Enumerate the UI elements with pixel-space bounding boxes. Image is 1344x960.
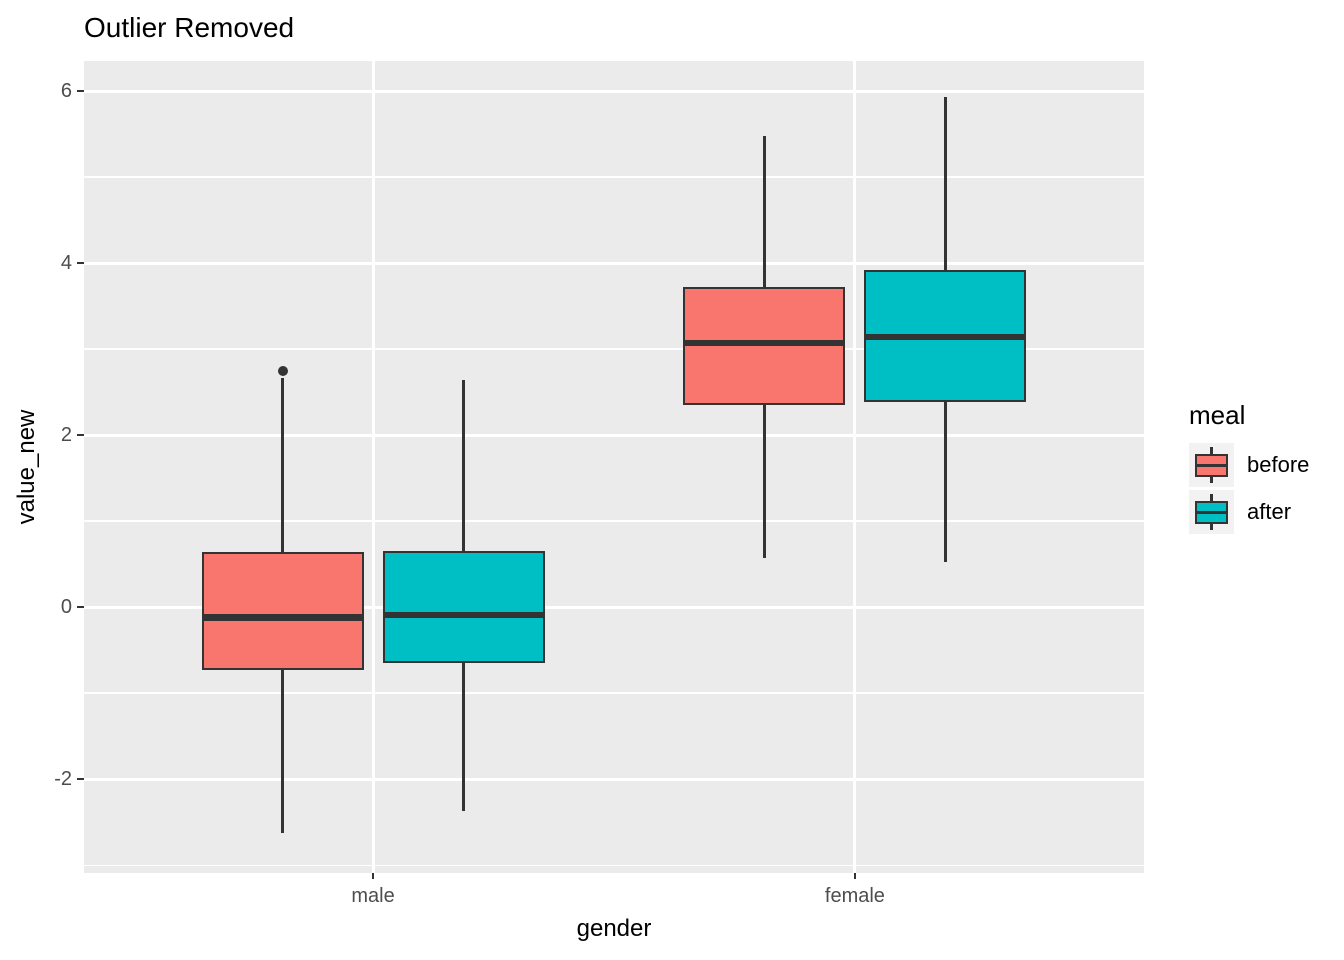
- y-tick-mark: [77, 89, 84, 93]
- whisker-upper: [462, 380, 466, 552]
- outlier-point: [277, 365, 288, 376]
- x-tick-mark: [371, 873, 375, 879]
- y-tick-label: 0: [60, 596, 72, 619]
- y-tick-label: -2: [54, 768, 72, 791]
- gridline-major: [84, 433, 1144, 437]
- whisker-lower: [762, 405, 766, 559]
- gridline-major: [84, 605, 1144, 609]
- y-tick-mark: [77, 605, 84, 609]
- y-tick-label: 4: [60, 252, 72, 275]
- gridline-major-x: [853, 61, 857, 873]
- legend-item-after: after: [1189, 490, 1309, 534]
- gridline-minor: [84, 348, 1144, 350]
- gridline-major-x: [371, 61, 375, 873]
- legend-key-box-glyph: [1195, 500, 1228, 524]
- legend-items: before after: [1189, 443, 1309, 534]
- legend-key: [1189, 490, 1234, 534]
- legend: meal before after: [1189, 400, 1309, 537]
- legend-key-box-glyph: [1195, 453, 1228, 477]
- whisker-lower: [462, 663, 466, 812]
- boxplot-box: [382, 551, 545, 664]
- y-tick-mark: [77, 777, 84, 781]
- y-axis-title: value_new: [13, 409, 40, 525]
- whisker-lower: [281, 670, 285, 834]
- whisker-lower: [943, 402, 947, 562]
- whisker-upper: [943, 97, 947, 271]
- gridline-major: [84, 777, 1144, 781]
- legend-key-median: [1195, 511, 1228, 514]
- boxplot-median: [201, 614, 364, 621]
- gridline-minor: [84, 520, 1144, 522]
- legend-item-before: before: [1189, 443, 1309, 487]
- legend-label: after: [1247, 499, 1292, 524]
- whisker-upper: [762, 135, 766, 288]
- legend-key-median: [1195, 464, 1228, 467]
- boxplot-median: [683, 339, 846, 347]
- boxplot-median: [864, 333, 1027, 341]
- gridline-major: [84, 261, 1144, 265]
- y-tick-mark: [77, 433, 84, 437]
- x-tick-mark: [853, 873, 857, 879]
- gridline-minor: [84, 864, 1144, 866]
- legend-title: meal: [1189, 400, 1246, 430]
- y-tick-label: 2: [60, 424, 72, 447]
- x-tick-label: male: [351, 885, 395, 907]
- y-tick-mark: [77, 261, 84, 265]
- gridline-minor: [84, 692, 1144, 694]
- boxplot-median: [382, 611, 545, 619]
- y-tick-label: 6: [60, 80, 72, 103]
- x-axis-title: gender: [576, 915, 652, 942]
- boxplot-box: [201, 552, 364, 670]
- legend-label: before: [1247, 452, 1310, 477]
- legend-key: [1189, 443, 1234, 487]
- chart-title: Outlier Removed: [84, 12, 295, 43]
- whisker-upper: [281, 378, 285, 553]
- gridline-minor: [84, 176, 1144, 178]
- plot-panel: [84, 61, 1144, 873]
- x-tick-label: female: [824, 885, 885, 907]
- gridline-major: [84, 89, 1144, 93]
